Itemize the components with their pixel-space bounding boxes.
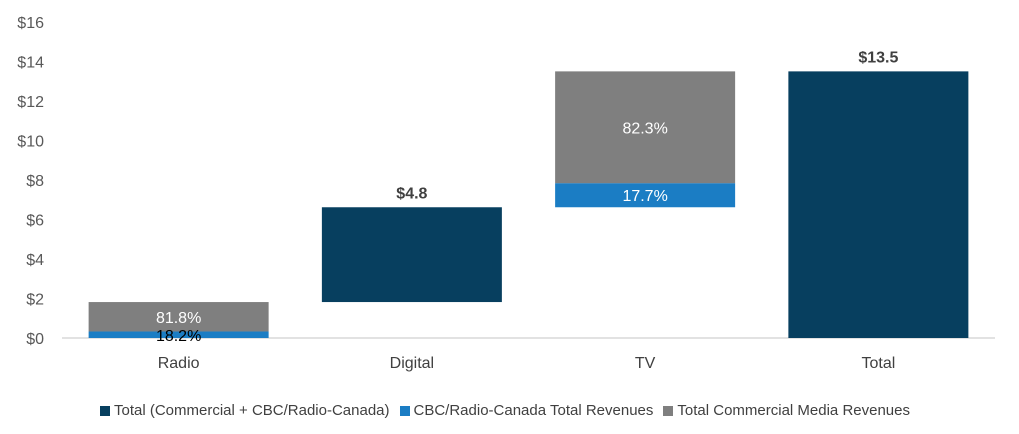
- legend-label: Total Commercial Media Revenues: [677, 402, 910, 419]
- legend-item-commercial: Total Commercial Media Revenues: [663, 402, 910, 419]
- x-tick-label: TV: [635, 355, 656, 372]
- bar-segment: [555, 71, 736, 184]
- y-tick-label: $8: [26, 173, 44, 190]
- bar-segment: [555, 183, 736, 208]
- legend-label: Total (Commercial + CBC/Radio-Canada): [114, 402, 390, 419]
- data-label: 82.3%: [622, 120, 667, 137]
- x-tick-label: Radio: [158, 355, 200, 372]
- y-tick-label: $4: [26, 252, 44, 269]
- y-tick-label: $10: [17, 134, 44, 151]
- y-tick-label: $14: [17, 55, 44, 72]
- legend-label: CBC/Radio-Canada Total Revenues: [413, 402, 654, 419]
- legend-item-cbc: CBC/Radio-Canada Total Revenues: [399, 402, 654, 419]
- bar-segment: [788, 71, 969, 338]
- y-tick-label: $16: [17, 15, 44, 32]
- y-tick-label: $0: [26, 331, 44, 348]
- y-tick-label: $6: [26, 213, 44, 230]
- legend-item-total: Total (Commercial + CBC/Radio-Canada): [100, 402, 390, 419]
- legend-swatch: [663, 405, 674, 416]
- data-label: $4.8: [396, 185, 427, 202]
- x-tick-label: Total: [861, 355, 895, 372]
- y-tick-label: $2: [26, 292, 44, 309]
- bar-segment: [88, 302, 269, 332]
- x-tick-label: Digital: [390, 355, 434, 372]
- data-label: 17.7%: [622, 188, 667, 205]
- plot-area: $0 $2 $4 $6 $8 $10 $12 $14 $16 Radio Digital TV Tota…: [17, 15, 995, 372]
- legend-swatch: [399, 405, 410, 416]
- bar-segment: [321, 207, 502, 303]
- legend: Total (Commercial + CBC/Radio-Canada) CB…: [100, 402, 910, 419]
- legend-swatch: [100, 405, 110, 416]
- data-label: $13.5: [858, 49, 898, 66]
- bar-segment: [88, 331, 269, 338]
- y-tick-label: $12: [17, 94, 44, 111]
- data-label: 18.2%: [156, 328, 201, 345]
- data-label: 81.8%: [156, 310, 201, 327]
